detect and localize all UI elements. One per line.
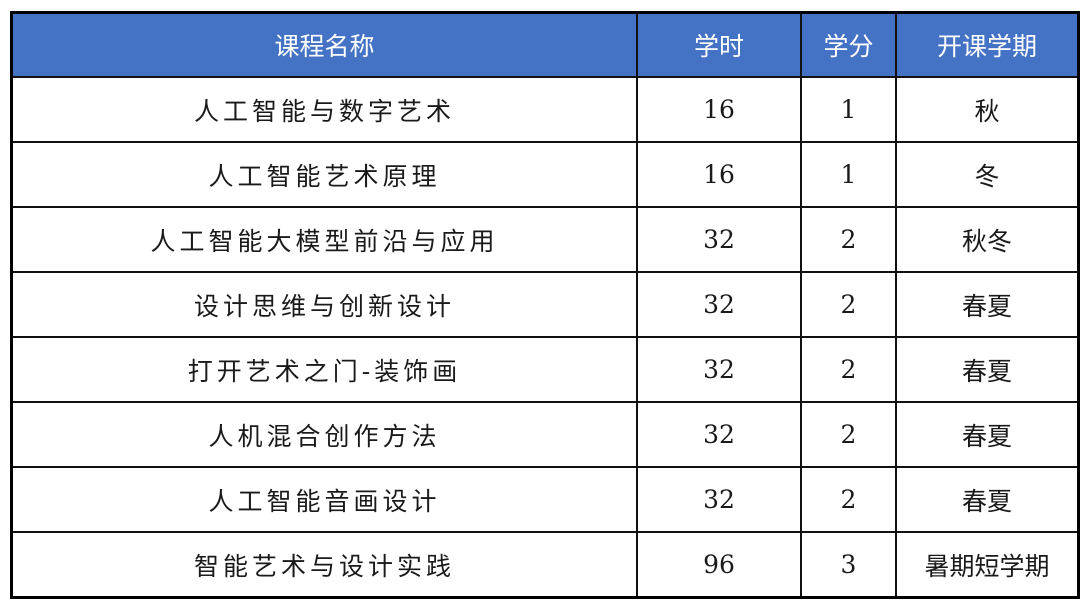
table-row: 设计思维与创新设计 32 2 春夏: [10, 271, 1080, 338]
credits-cell: 2: [800, 271, 897, 338]
course-name-cell: 智能艺术与设计实践: [10, 531, 638, 599]
credits-cell: 2: [800, 466, 897, 533]
credits-cell: 3: [800, 531, 897, 599]
header-semester: 开课学期: [895, 11, 1080, 78]
header-hours: 学时: [636, 11, 802, 78]
course-name-cell: 人工智能与数字艺术: [10, 76, 638, 143]
semester-cell: 春夏: [895, 401, 1080, 468]
table-row: 人机混合创作方法 32 2 春夏: [10, 401, 1080, 468]
course-table: 课程名称 学时 学分 开课学期 人工智能与数字艺术 16 1 秋人工智能艺术原理 16 1…: [10, 11, 1080, 599]
credits-cell: 2: [800, 336, 897, 403]
semester-cell: 春夏: [895, 336, 1080, 403]
semester-cell: 春夏: [895, 466, 1080, 533]
credits-cell: 2: [800, 206, 897, 273]
course-name-cell: 人机混合创作方法: [10, 401, 638, 468]
header-course-name: 课程名称: [10, 11, 638, 78]
course-name-cell: 人工智能大模型前沿与应用: [10, 206, 638, 273]
semester-cell: 秋: [895, 76, 1080, 143]
course-name-cell: 打开艺术之门-装饰画: [10, 336, 638, 403]
table-row: 人工智能与数字艺术 16 1 秋: [10, 76, 1080, 143]
credits-cell: 2: [800, 401, 897, 468]
semester-cell: 秋冬: [895, 206, 1080, 273]
hours-cell: 96: [636, 531, 802, 599]
semester-cell: 冬: [895, 141, 1080, 208]
hours-cell: 16: [636, 76, 802, 143]
credits-cell: 1: [800, 76, 897, 143]
table-header-row: 课程名称 学时 学分 开课学期: [10, 11, 1080, 78]
hours-cell: 32: [636, 336, 802, 403]
table-row: 人工智能艺术原理 16 1 冬: [10, 141, 1080, 208]
credits-cell: 1: [800, 141, 897, 208]
table-row: 人工智能大模型前沿与应用 32 2 秋冬: [10, 206, 1080, 273]
hours-cell: 32: [636, 206, 802, 273]
hours-cell: 32: [636, 401, 802, 468]
course-name-cell: 人工智能艺术原理: [10, 141, 638, 208]
hours-cell: 32: [636, 466, 802, 533]
semester-cell: 春夏: [895, 271, 1080, 338]
course-name-cell: 设计思维与创新设计: [10, 271, 638, 338]
course-name-cell: 人工智能音画设计: [10, 466, 638, 533]
table-row: 打开艺术之门-装饰画 32 2 春夏: [10, 336, 1080, 403]
semester-cell: 暑期短学期: [895, 531, 1080, 599]
table-row: 智能艺术与设计实践 96 3 暑期短学期: [10, 531, 1080, 599]
hours-cell: 32: [636, 271, 802, 338]
header-credits: 学分: [800, 11, 897, 78]
table-row: 人工智能音画设计 32 2 春夏: [10, 466, 1080, 533]
hours-cell: 16: [636, 141, 802, 208]
